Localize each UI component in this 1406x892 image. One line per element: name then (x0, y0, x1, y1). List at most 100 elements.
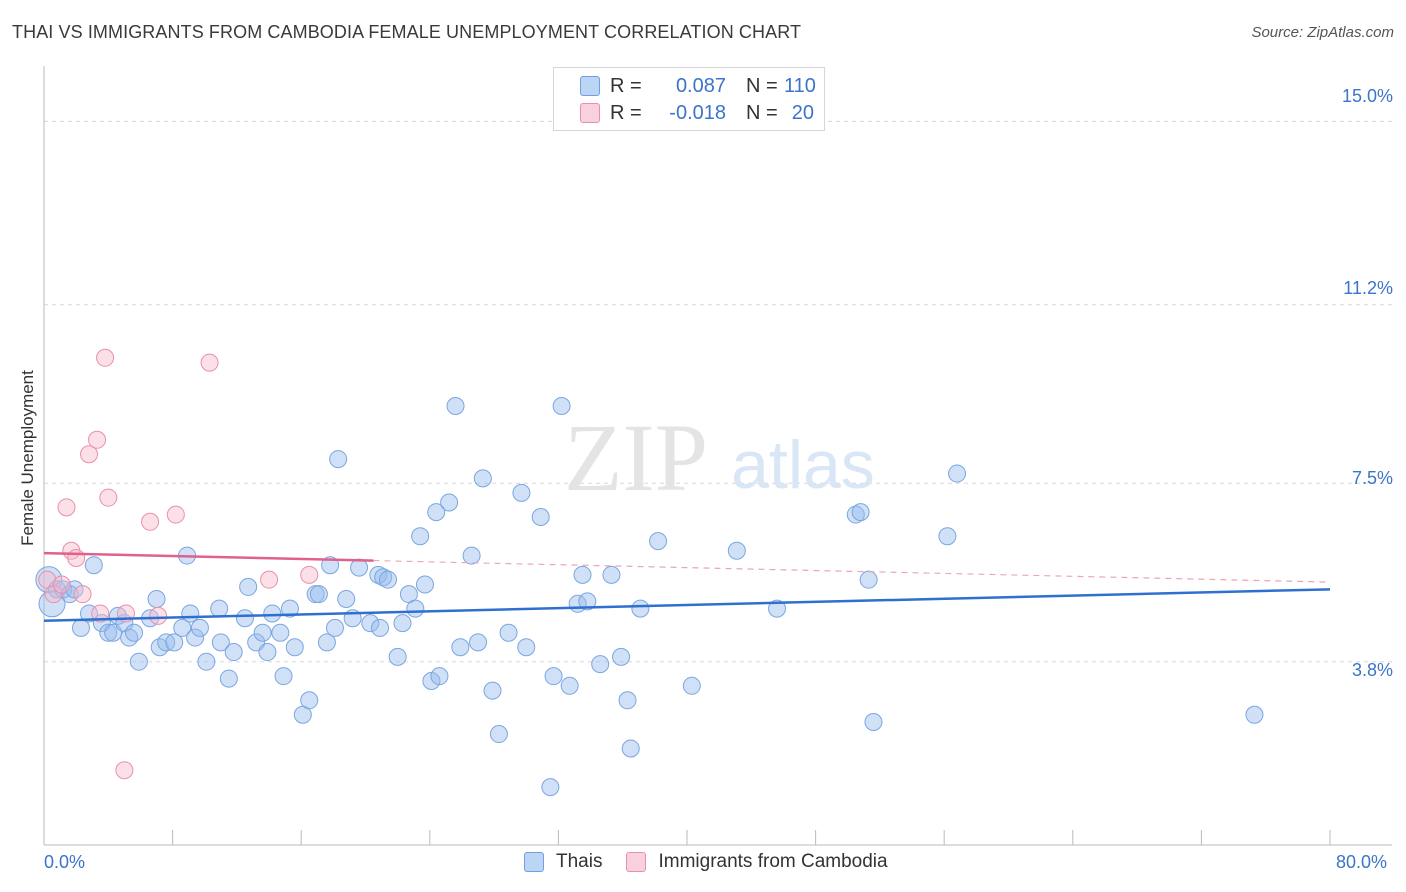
thais-point (451, 638, 470, 657)
thais-point (406, 599, 425, 618)
thais-point (210, 599, 229, 618)
thais-point (309, 585, 328, 604)
thais-point (239, 577, 258, 596)
data-points (35, 348, 1264, 797)
thais-point (274, 667, 293, 686)
r-label: R = (610, 101, 642, 124)
thais-point (393, 614, 412, 633)
stats-row-thais: R = 0.087 N = 110 (580, 73, 816, 99)
cambodia-point (200, 353, 219, 372)
thais-point (181, 604, 200, 623)
thais-point (369, 565, 388, 584)
thais-point (427, 503, 446, 522)
legend-item-thais[interactable]: Thais (524, 851, 602, 873)
thais-point (612, 647, 631, 666)
thais-point (859, 570, 878, 589)
thais-point (300, 691, 319, 710)
r-value: 0.087 (675, 74, 726, 97)
thais-point (573, 565, 592, 584)
thais-point (938, 527, 957, 546)
y-tick-label: 7.5% (1351, 468, 1393, 488)
watermark: ZIP atlas (564, 404, 875, 511)
thais-point (374, 568, 393, 587)
thais-point (263, 604, 282, 623)
thais-point (253, 623, 272, 642)
cambodia-point (166, 505, 185, 524)
cambodia-point (260, 570, 279, 589)
thais-point (329, 450, 348, 469)
cambodia-swatch (626, 852, 647, 872)
thais-point (846, 505, 865, 524)
thais-point (489, 725, 508, 744)
cambodia-point (300, 565, 319, 584)
y-tick-label: 3.8% (1351, 660, 1393, 680)
n-label: N = (746, 74, 778, 97)
thais-point (768, 599, 787, 618)
y-tick-label: 15.0% (1341, 86, 1393, 106)
axes (43, 66, 1392, 846)
cambodia-point (115, 761, 134, 780)
thais-point (120, 628, 139, 647)
thais-point (864, 712, 883, 731)
legend-label: Immigrants from Cambodia (658, 851, 888, 872)
thais-point (84, 556, 103, 575)
thais-point (591, 655, 610, 674)
thais-point (440, 493, 459, 512)
thais-point (370, 618, 389, 637)
thais-point (499, 623, 518, 642)
thais-point (618, 691, 637, 710)
thais-point (541, 778, 560, 797)
cambodia-trend-line (43, 551, 374, 562)
thais-point (512, 483, 531, 502)
n-value: 110 (784, 74, 816, 97)
thais-point (125, 623, 144, 642)
legend-item-cambodia[interactable]: Immigrants from Cambodia (626, 851, 888, 873)
thais-point (190, 618, 209, 637)
thais-point (483, 681, 502, 700)
thais-point (147, 589, 166, 608)
thais-point (173, 618, 192, 637)
thais-point (258, 643, 277, 662)
thais-point (235, 609, 254, 628)
thais-point (948, 464, 967, 483)
thais-point (544, 667, 563, 686)
n-value: 20 (791, 101, 814, 124)
thais-point (1245, 705, 1264, 724)
thais-trend-line (43, 588, 1331, 622)
thais-point (99, 623, 118, 642)
thais-point (621, 739, 640, 758)
thais-point (578, 592, 597, 611)
thais-point (531, 507, 550, 526)
thais-point (317, 633, 336, 652)
cambodia-trend-extension (373, 559, 1331, 583)
thais-point (851, 503, 870, 522)
thais-swatch (524, 852, 544, 872)
cambodia-point (88, 430, 107, 449)
thais-point (415, 575, 434, 594)
thais-point (446, 397, 465, 416)
thais-point (285, 638, 304, 657)
thais-point (517, 638, 536, 657)
cambodia-point (73, 585, 92, 604)
watermark-zip: ZIP (564, 404, 708, 511)
thais-point (649, 532, 668, 551)
thais-point (602, 565, 621, 584)
thais-point (280, 599, 299, 618)
thais-point (129, 652, 148, 671)
y-tick-label: 11.2% (1343, 278, 1393, 298)
thais-point (186, 628, 205, 647)
cambodia-point (80, 445, 99, 464)
thais-point (321, 556, 340, 575)
thais-point (469, 633, 488, 652)
cambodia-point (57, 498, 76, 517)
cambodia-point (67, 548, 86, 567)
thais-point (337, 589, 356, 608)
thais-point (462, 546, 481, 565)
stats-row-cambodia: R = -0.018 N = 20 (580, 100, 814, 126)
thais-point (325, 618, 344, 637)
cambodia-point (99, 488, 118, 507)
thais-point (379, 570, 398, 589)
n-label: N = (746, 101, 778, 124)
thais-point (165, 633, 184, 652)
cambodia-point (149, 606, 168, 625)
